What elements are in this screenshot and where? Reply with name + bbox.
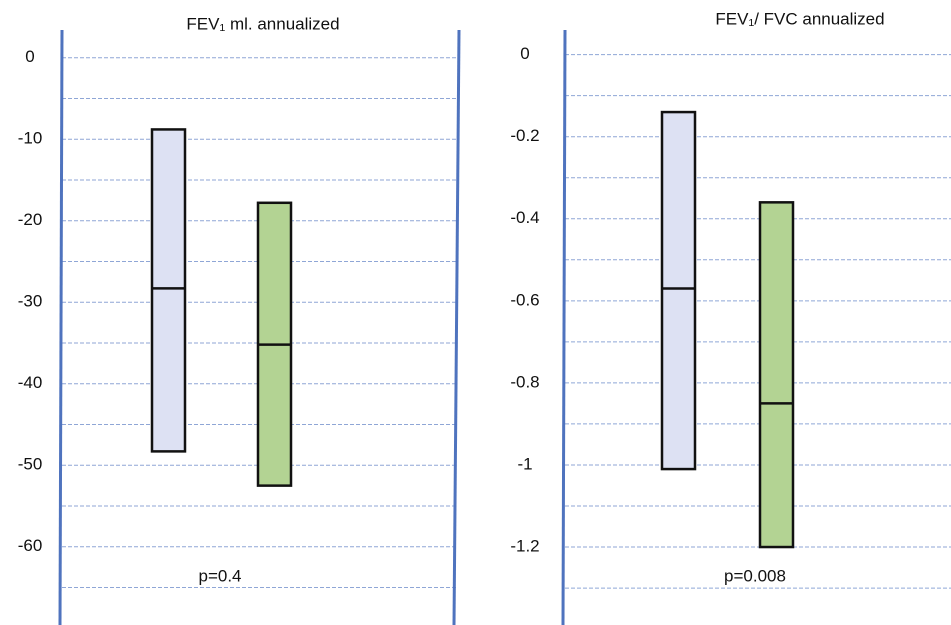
chart-title: FEV₁ ml. annualized — [186, 14, 339, 33]
y-tick-label: -50 — [18, 455, 43, 474]
axis-line — [561, 29, 567, 625]
y-tick-label: -0.8 — [510, 372, 539, 391]
y-tick-label: 0 — [25, 47, 34, 66]
y-tick-label: -0.2 — [510, 126, 539, 145]
y-tick-label: -20 — [18, 210, 43, 229]
y-tick-label: -1 — [517, 454, 532, 473]
axis-line — [452, 29, 461, 625]
y-tick-label: -30 — [18, 292, 43, 311]
y-tick-label: -40 — [18, 373, 43, 392]
annotation: p=0.008 — [724, 566, 786, 585]
y-tick-label: 0 — [520, 44, 529, 63]
y-tick-label: -10 — [18, 129, 43, 148]
box — [660, 110, 697, 471]
annotation: p=0.4 — [198, 566, 241, 585]
y-tick-label: -1.2 — [510, 537, 539, 556]
y-tick-label: -0.6 — [510, 290, 539, 309]
y-tick-label: -60 — [18, 536, 43, 555]
axis-line — [58, 29, 64, 625]
y-tick-label: -0.4 — [510, 208, 539, 227]
box — [758, 201, 795, 549]
chart-title: FEV₁/ FVC annualized — [715, 9, 884, 28]
box — [150, 128, 187, 453]
